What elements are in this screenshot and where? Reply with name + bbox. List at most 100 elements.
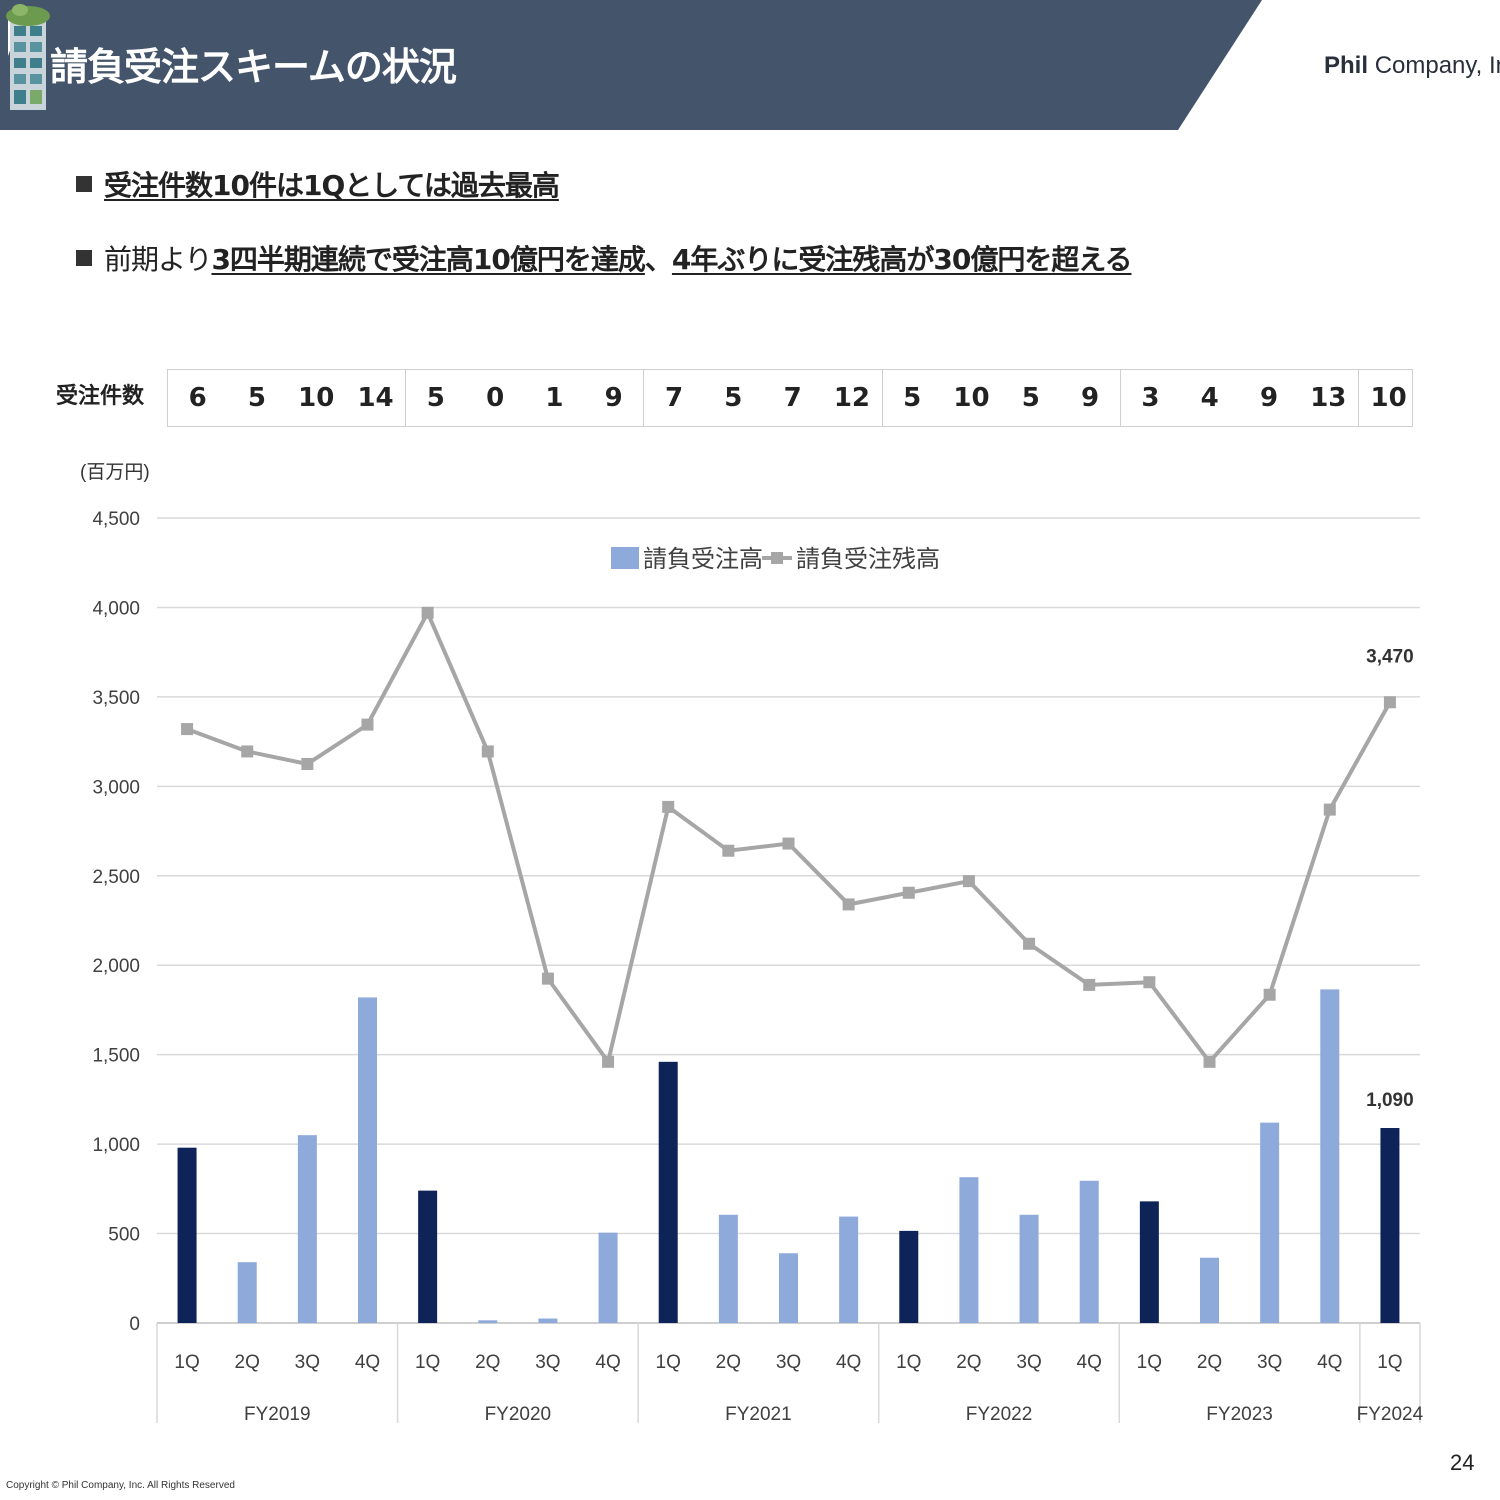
bar xyxy=(538,1318,558,1323)
y-tick-label: 4,000 xyxy=(92,598,140,619)
line-path xyxy=(186,608,1392,1067)
bar xyxy=(478,1320,498,1323)
bar xyxy=(1380,1128,1400,1323)
x-tick-label: 2Q xyxy=(956,1352,981,1373)
bar xyxy=(1260,1122,1280,1323)
x-tick-label: 2Q xyxy=(716,1352,741,1373)
bullet-square-icon xyxy=(76,250,92,266)
y-tick-label: 2,000 xyxy=(92,956,140,977)
order-count-cell: 12 xyxy=(822,370,883,426)
order-count-cell: 9 xyxy=(1060,370,1121,426)
copyright: Copyright © Phil Company, Inc. All Right… xyxy=(6,1480,235,1491)
x-group-label: FY2020 xyxy=(485,1404,552,1425)
line-series xyxy=(181,606,1396,1068)
line-marker xyxy=(1203,1055,1216,1068)
line-marker xyxy=(1023,937,1036,950)
bar xyxy=(237,1262,257,1323)
x-tick-label: 3Q xyxy=(776,1352,801,1373)
line-marker xyxy=(1383,696,1396,709)
company-logo xyxy=(6,4,50,110)
bullet-2-prefix: 前期より xyxy=(104,243,212,276)
y-tick-label: 3,500 xyxy=(92,688,140,709)
x-group-label: FY2022 xyxy=(966,1404,1033,1425)
line-marker xyxy=(421,606,434,619)
legend: 請負受注高 請負受注残高 xyxy=(611,546,940,573)
x-tick-label: 1Q xyxy=(415,1352,440,1373)
order-count-cell: 4 xyxy=(1200,383,1219,413)
x-group-label: FY2023 xyxy=(1206,1404,1273,1425)
page-title: 請負受注スキームの状況 xyxy=(50,45,457,89)
order-count-cell: 10 xyxy=(953,383,990,413)
x-tick-label: 4Q xyxy=(1317,1352,1342,1373)
y-tick-label: 3,000 xyxy=(92,777,140,798)
x-axis: 1Q 2Q 3Q 4Q 1Q 2Q 3Q 4Q 1Q 2Q 3Q 4Q 1Q 2Q 3Q 4Q 1Q 2Q 3Q 4Q… xyxy=(156,1323,1424,1425)
line-marker xyxy=(1083,978,1096,991)
bullet-2-highlight-1: 3四半期連続で受注高10億円を達成 xyxy=(211,243,645,276)
line-marker xyxy=(842,898,855,911)
x-tick-label: 2Q xyxy=(1197,1352,1222,1373)
line-marker xyxy=(662,800,675,813)
bar xyxy=(658,1061,678,1323)
line-marker xyxy=(902,886,915,899)
bar xyxy=(1019,1214,1039,1323)
x-group-label: FY2024 xyxy=(1357,1404,1424,1425)
x-tick-label: 4Q xyxy=(836,1352,861,1373)
x-tick-label: 1Q xyxy=(896,1352,921,1373)
order-count-cell: 7 xyxy=(783,383,802,413)
unit-label: (百万円) xyxy=(80,462,150,483)
line-marker xyxy=(181,723,194,736)
bar xyxy=(899,1230,919,1323)
bar xyxy=(1139,1201,1159,1323)
data-labels: 3,470 1,090 xyxy=(1366,646,1414,1111)
logo-wordmark: Phil Company, Inc xyxy=(1324,52,1500,79)
x-tick-label: 2Q xyxy=(235,1352,260,1373)
bar xyxy=(1320,989,1340,1323)
order-count-cell: 13 xyxy=(1299,370,1359,426)
line-marker xyxy=(722,844,735,857)
bar xyxy=(779,1253,798,1323)
legend-swatch-marker xyxy=(771,552,783,564)
y-tick-label: 4,500 xyxy=(92,509,140,530)
line-marker xyxy=(962,875,975,888)
bar xyxy=(598,1232,618,1323)
bar xyxy=(418,1190,438,1323)
order-count-cell: 5 xyxy=(1021,383,1040,413)
legend-label-bar: 請負受注高 xyxy=(643,546,763,573)
line-marker xyxy=(481,745,494,758)
line-marker xyxy=(361,718,374,731)
order-count-cell: 9 xyxy=(1259,383,1279,413)
data-label: 3,470 xyxy=(1366,646,1414,667)
x-tick-label: 1Q xyxy=(1377,1352,1402,1373)
y-tick-label: 2,500 xyxy=(92,867,140,888)
line-marker xyxy=(1143,976,1156,989)
line-marker xyxy=(602,1055,615,1068)
order-count-cell: 5 xyxy=(247,383,266,413)
x-tick-label: 1Q xyxy=(174,1352,199,1373)
bar xyxy=(1200,1257,1219,1323)
order-count-label: 受注件数 xyxy=(56,384,145,409)
x-tick-label: 1Q xyxy=(1137,1352,1162,1373)
data-label: 1,090 xyxy=(1366,1090,1414,1111)
order-count-cell: 14 xyxy=(346,370,407,426)
bullet-2: 前期より3四半期連続で受注高10億円を達成、4年ぶりに受注残高が30億円を超える xyxy=(76,238,1133,278)
order-count-table: 6 5 10 14 5 0 1 9 7 5 7 12 5 10 5 9 3 4 9 13 10 xyxy=(167,369,1413,427)
order-count-cell: 5 xyxy=(724,383,743,413)
bullet-square-icon xyxy=(76,176,92,192)
order-count-cell: 10 xyxy=(298,383,335,413)
x-tick-label: 1Q xyxy=(656,1352,681,1373)
x-tick-label: 4Q xyxy=(1077,1352,1102,1373)
bar-series xyxy=(177,989,1400,1323)
bar xyxy=(1079,1180,1099,1323)
legend-swatch-bar xyxy=(611,547,639,569)
order-count-cell: 7 xyxy=(664,383,684,413)
bar xyxy=(718,1214,738,1323)
bullet-1-text: 受注件数10件は1Qとしては過去最高 xyxy=(104,169,560,202)
x-tick-label: 3Q xyxy=(535,1352,560,1373)
order-count-cell: 10 xyxy=(1370,383,1407,413)
line-marker xyxy=(782,837,795,850)
bullet-2-highlight-2: 4年ぶりに受注残高が30億円を超える xyxy=(671,243,1133,276)
y-axis-ticks: 0 500 1,000 1,500 2,000 2,500 3,000 3,500 4,000 4… xyxy=(92,509,140,1335)
bullet-1: 受注件数10件は1Qとしては過去最高 xyxy=(76,164,560,204)
order-count-cell: 1 xyxy=(545,383,564,413)
legend-label-line: 請負受注残高 xyxy=(796,546,940,573)
